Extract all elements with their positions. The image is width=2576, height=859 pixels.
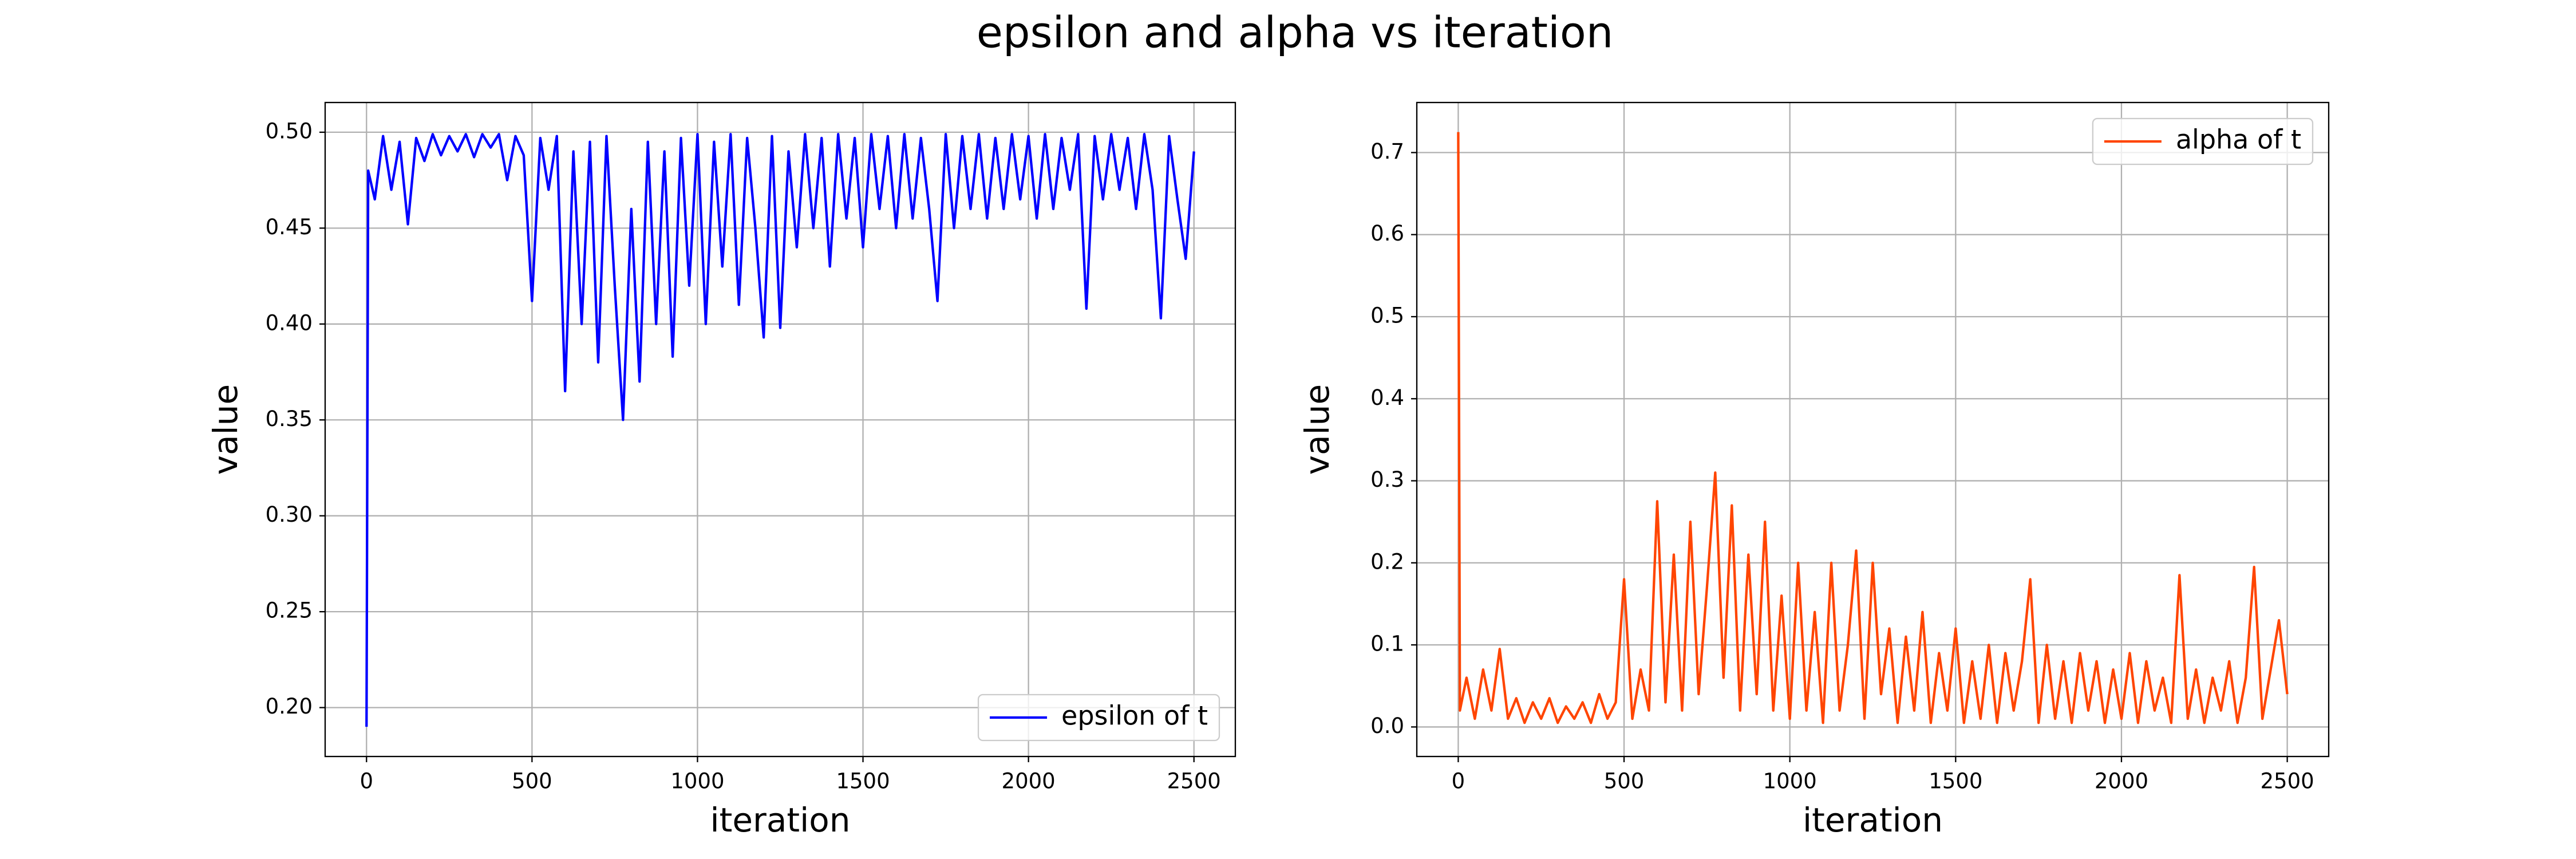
- x-tick-label: 2500: [2261, 769, 2314, 794]
- legend-label: epsilon of t: [1061, 700, 1208, 731]
- y-tick-label: 0.6: [1370, 221, 1404, 246]
- x-tick-label: 1500: [1929, 769, 1982, 794]
- x-tick-label: 0: [1452, 769, 1465, 794]
- axes-frame: [324, 101, 1236, 758]
- y-tick-label: 0.1: [1370, 632, 1404, 656]
- data-line: [365, 133, 1195, 727]
- y-tick-label: 0.5: [1370, 303, 1404, 328]
- x-tick-label: 2500: [1167, 769, 1221, 794]
- figure-title: epsilon and alpha vs iteration: [977, 7, 1614, 58]
- y-tick-label: 0.45: [266, 215, 313, 239]
- x-axis-label: iteration: [710, 801, 850, 840]
- x-tick-label: 1500: [836, 769, 890, 794]
- y-tick-label: 0.50: [266, 119, 313, 143]
- data-line: [1457, 132, 2289, 724]
- x-tick-label: 1000: [1763, 769, 1817, 794]
- plot-area: [365, 133, 1195, 727]
- legend: alpha of t: [2092, 117, 2314, 166]
- y-tick-label: 0.3: [1370, 467, 1404, 492]
- y-tick-label: 0.35: [266, 407, 313, 431]
- y-tick-label: 0.4: [1370, 385, 1404, 410]
- legend-box: [2092, 117, 2314, 166]
- x-tick-label: 2000: [1002, 769, 1056, 794]
- legend-label: alpha of t: [2176, 124, 2301, 155]
- x-tick-label: 500: [1604, 769, 1645, 794]
- plot-area: [1457, 132, 2289, 724]
- y-axis-label: value: [206, 384, 245, 475]
- y-tick-label: 0.40: [266, 310, 313, 335]
- x-tick-label: 2000: [2095, 769, 2148, 794]
- y-tick-label: 0.2: [1370, 549, 1404, 574]
- legend-box: [977, 693, 1220, 742]
- x-tick-label: 0: [359, 769, 373, 794]
- y-tick-label: 0.25: [266, 598, 313, 623]
- y-tick-label: 0.30: [266, 502, 313, 527]
- y-tick-label: 0.0: [1370, 714, 1404, 738]
- y-axis-label: value: [1298, 384, 1337, 475]
- x-tick-label: 1000: [670, 769, 724, 794]
- x-tick-label: 500: [512, 769, 552, 794]
- axes-frame: [1416, 101, 2330, 758]
- x-axis-label: iteration: [1803, 801, 1943, 840]
- y-tick-label: 0.20: [266, 694, 313, 719]
- y-tick-label: 0.7: [1370, 139, 1404, 164]
- legend: epsilon of t: [977, 693, 1220, 742]
